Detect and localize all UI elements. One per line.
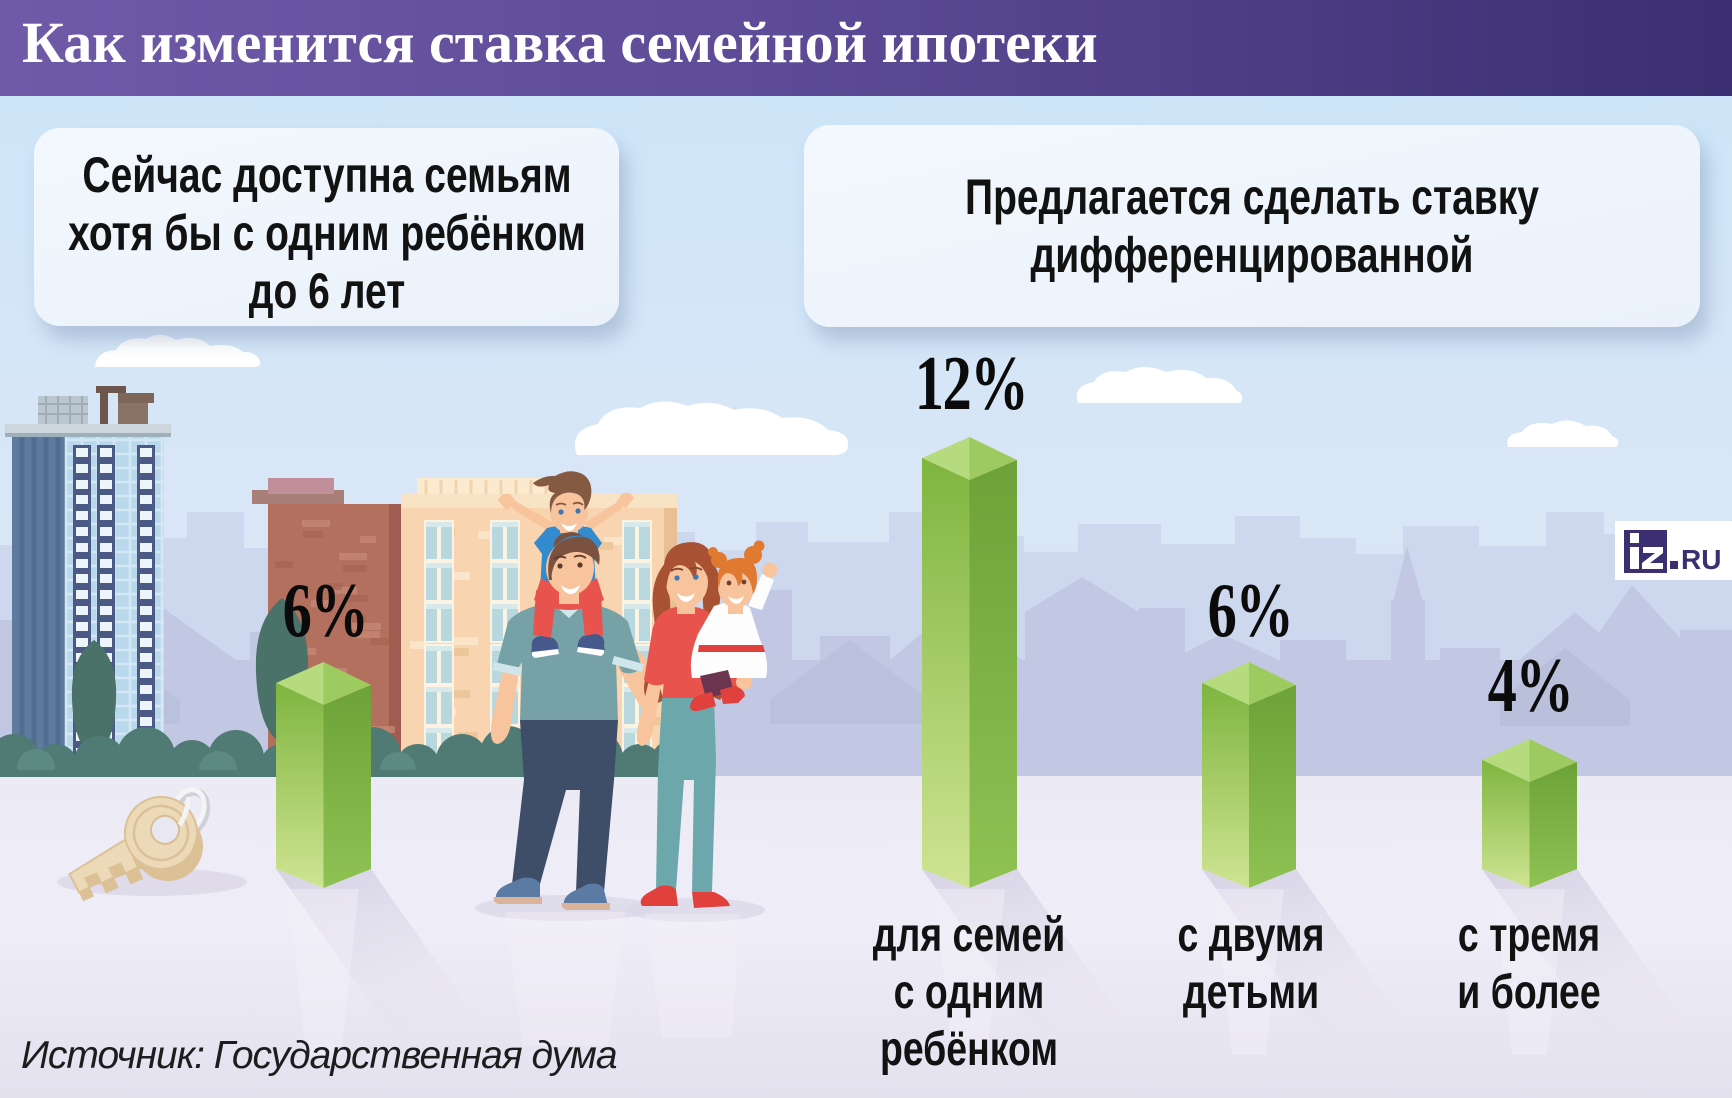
- svg-text:RU: RU: [1681, 544, 1721, 575]
